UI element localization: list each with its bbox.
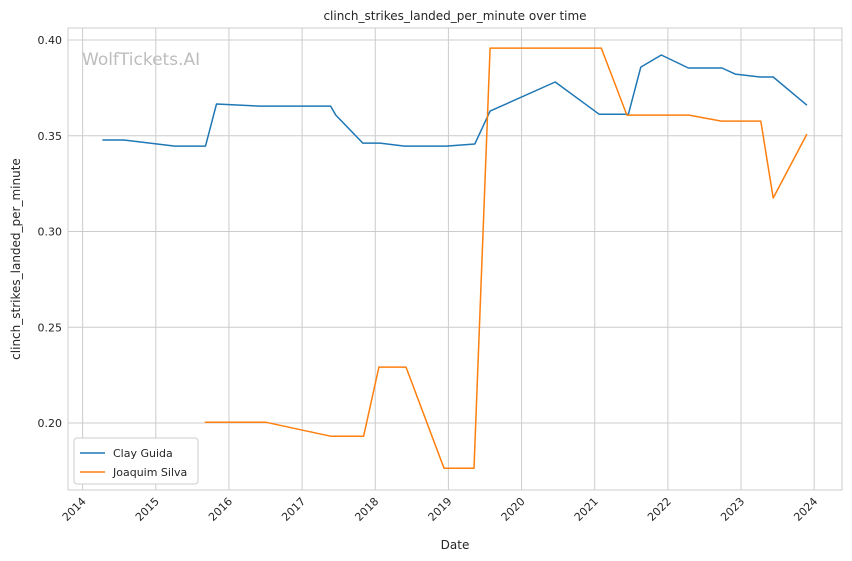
x-tick-label: 2024 xyxy=(791,495,820,524)
x-tick-label: 2018 xyxy=(352,495,381,524)
x-tick-label: 2023 xyxy=(718,495,747,524)
y-tick-label: 0.40 xyxy=(38,34,63,47)
legend: Clay Guida Joaquim Silva xyxy=(73,437,199,485)
y-tick-label: 0.25 xyxy=(38,321,63,334)
legend-label-clay-guida: Clay Guida xyxy=(113,447,173,460)
x-tick-label: 2022 xyxy=(645,495,674,524)
x-tick-label: 2014 xyxy=(60,495,89,524)
plot-area xyxy=(67,27,843,491)
x-tick-label: 2017 xyxy=(279,495,308,524)
x-tick-label: 2016 xyxy=(206,495,235,524)
legend-label-joaquim-silva: Joaquim Silva xyxy=(112,466,187,479)
x-axis-label: Date xyxy=(441,538,470,552)
x-tick-label: 2015 xyxy=(133,495,162,524)
y-tick-label: 0.35 xyxy=(38,130,63,143)
x-tick-label: 2019 xyxy=(426,495,455,524)
chart-title: clinch_strikes_landed_per_minute over ti… xyxy=(323,9,586,23)
y-tick-label: 0.30 xyxy=(38,226,63,239)
watermark: WolfTickets.AI xyxy=(82,50,200,70)
x-tick-label: 2020 xyxy=(499,495,528,524)
y-axis-label: clinch_strikes_landed_per_minute xyxy=(9,158,23,360)
series-line-joaquim-silva xyxy=(204,47,808,469)
x-tick-label: 2021 xyxy=(572,495,601,524)
y-tick-label: 0.20 xyxy=(38,417,63,430)
